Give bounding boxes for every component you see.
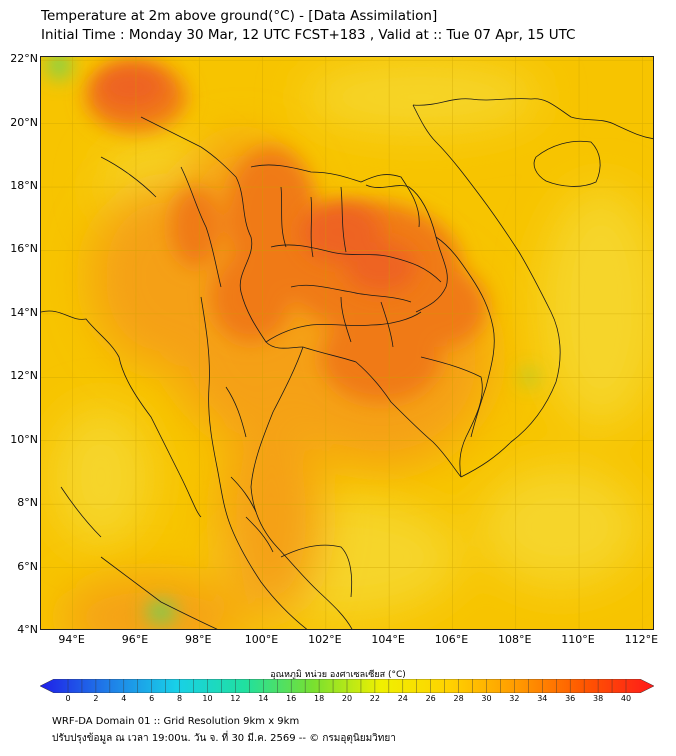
map-title: Temperature at 2m above ground(°C) - [Da… — [41, 8, 438, 24]
colorbar-tick-label: 32 — [509, 694, 520, 703]
latitude-label: 20°N — [10, 115, 38, 129]
colorbar-tick-label: 26 — [425, 694, 436, 703]
longitude-label: 98°E — [185, 633, 212, 646]
colorbar-tick-label: 38 — [593, 694, 604, 703]
longitude-label: 96°E — [121, 633, 149, 646]
latitude-label: 8°N — [17, 496, 38, 510]
footer-update-info: ปรับปรุงข้อมูล ณ เวลา 19:00น. วัน จ. ที่… — [52, 733, 396, 744]
country-borders — [41, 98, 653, 629]
colorbar-tick-label: 0 — [65, 694, 71, 703]
colorbar-tick-label: 36 — [565, 694, 576, 703]
temperature-map[interactable] — [40, 56, 654, 630]
colorbar-tick-label: 8 — [177, 694, 183, 703]
green-spots — [49, 57, 535, 622]
latitude-label: 6°N — [17, 559, 38, 573]
footer-model-info: WRF-DA Domain 01 :: Grid Resolution 9km … — [52, 716, 300, 727]
longitude-label: 108°E — [498, 633, 532, 646]
colorbar-tick-label: 30 — [481, 694, 492, 703]
longitude-label: 104°E — [371, 633, 405, 646]
colorbar-tick-label: 18 — [314, 694, 325, 703]
longitude-label: 110°E — [561, 633, 595, 646]
colorbar — [40, 679, 654, 693]
colorbar-tick-label: 22 — [369, 694, 380, 703]
colorbar-tick-label: 2 — [93, 694, 99, 703]
colorbar-tick-label: 10 — [202, 694, 213, 703]
colorbar-tick-label: 24 — [397, 694, 408, 703]
colorbar-tick-label: 6 — [149, 694, 155, 703]
latitude-label: 4°N — [17, 623, 38, 636]
colorbar-tick-label: 16 — [286, 694, 297, 703]
colorbar-tick-label: 14 — [258, 694, 269, 703]
longitude-label: 102°E — [308, 633, 342, 646]
colorbar-tick-label: 34 — [537, 694, 548, 703]
latitude-label: 18°N — [10, 179, 38, 193]
colorbar-tick-label: 12 — [230, 694, 241, 703]
colorbar-title: อุณหภูมิ หน่วย องศาเซลเซียส (°C) — [270, 670, 406, 680]
longitude-label: 100°E — [244, 633, 279, 646]
map-subtitle: Initial Time : Monday 30 Mar, 12 UTC FCS… — [41, 27, 576, 43]
colorbar-tick-label: 28 — [453, 694, 464, 703]
colorbar-tick-label: 4 — [121, 694, 127, 703]
latitude-label: 22°N — [10, 52, 38, 66]
latitude-label: 16°N — [10, 242, 38, 256]
colorbar-tick-label: 20 — [341, 694, 353, 703]
latitude-label: 10°N — [10, 432, 38, 446]
latitude-label: 14°N — [10, 305, 38, 319]
latitude-label: 12°N — [10, 369, 38, 383]
colorbar-tick-label: 40 — [620, 694, 632, 703]
longitude-label: 106°E — [434, 633, 469, 646]
map-canvas — [41, 57, 653, 629]
longitude-label: 112°E — [624, 633, 659, 646]
longitude-label: 94°E — [58, 633, 85, 646]
